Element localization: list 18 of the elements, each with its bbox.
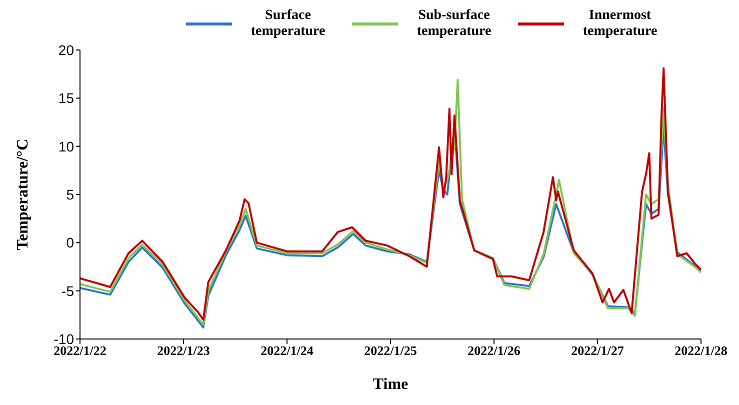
legend-label: Surface temperature <box>250 8 326 40</box>
y-tick-label: 15 <box>58 90 74 106</box>
legend-label: Sub-surface temperature <box>416 8 492 40</box>
x-tick-label: 2022/1/25 <box>364 343 418 358</box>
y-tick-label: 5 <box>66 186 74 202</box>
x-tick-label: 2022/1/23 <box>157 343 210 358</box>
x-tick-label: 2022/1/28 <box>674 343 728 358</box>
legend-label: Innermost temperature <box>582 8 658 40</box>
x-axis-title: Time <box>372 376 408 393</box>
y-axis-title: Temperature/°C <box>14 138 32 250</box>
y-tick-label: 0 <box>66 234 74 251</box>
x-tick-label: 2022/1/27 <box>571 343 624 358</box>
y-tick-label: 20 <box>58 42 74 58</box>
y-tick-label: -5 <box>62 282 74 299</box>
x-tick-label: 2022/1/24 <box>260 343 314 358</box>
line-series <box>80 126 701 328</box>
x-tick-label: 2022/1/26 <box>468 343 521 358</box>
y-tick-label: 10 <box>58 138 74 154</box>
